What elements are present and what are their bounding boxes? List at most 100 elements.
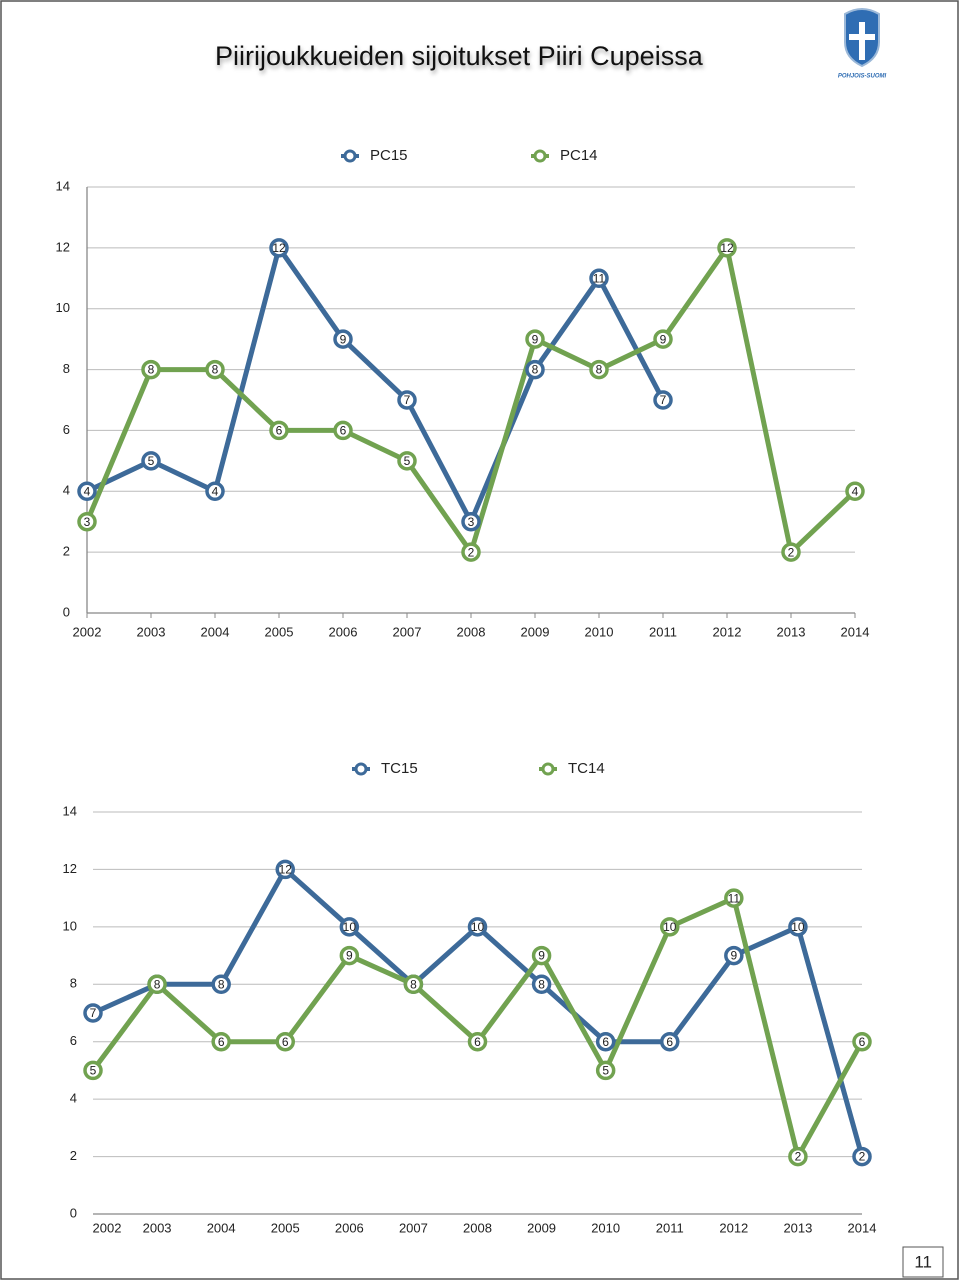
data-label: 2 (788, 545, 795, 559)
logo-cross (859, 22, 865, 60)
data-label: 12 (720, 241, 734, 255)
data-label: 9 (730, 949, 737, 963)
y-tick-label: 10 (63, 918, 77, 933)
logo: POHJOIS-SUOMI (838, 8, 887, 80)
legend-label: TC15 (381, 760, 418, 777)
x-tick-label: 2003 (143, 1220, 172, 1235)
y-tick-label: 4 (63, 483, 70, 498)
y-tick-label: 0 (63, 604, 70, 619)
data-label: 6 (282, 1035, 289, 1049)
point (211, 974, 231, 995)
y-tick-label: 0 (70, 1205, 77, 1220)
point (660, 1031, 680, 1052)
data-label: 3 (468, 515, 475, 529)
point (77, 481, 97, 502)
point (781, 542, 801, 562)
data-label: 6 (218, 1035, 225, 1049)
point (333, 420, 353, 441)
x-tick-label: 2005 (265, 624, 294, 639)
data-label: 10 (343, 920, 357, 934)
y-tick-label: 2 (63, 544, 70, 559)
point (595, 1060, 616, 1081)
y-tick-label: 12 (63, 861, 77, 876)
point (724, 888, 744, 908)
x-tick-label: 2002 (93, 1220, 122, 1235)
x-tick-label: 2010 (585, 624, 614, 639)
y-tick-label: 6 (70, 1033, 77, 1048)
point (467, 917, 488, 937)
data-label: 7 (660, 393, 667, 407)
logo-text: POHJOIS-SUOMI (838, 74, 887, 80)
point (461, 511, 481, 532)
data-label: 10 (663, 920, 677, 934)
data-label: 3 (84, 515, 91, 529)
legend-label: PC15 (370, 147, 408, 164)
point (589, 359, 609, 380)
data-label: 8 (538, 977, 545, 991)
point (461, 542, 481, 562)
data-label: 8 (596, 363, 603, 377)
page-number-box (902, 1246, 944, 1278)
data-label: 2 (795, 1150, 802, 1164)
x-tick-label: 2010 (591, 1220, 620, 1235)
point (467, 1031, 488, 1052)
point (525, 329, 545, 349)
data-label: 2 (468, 545, 475, 559)
data-label: 12 (272, 241, 286, 255)
x-tick-label: 2012 (719, 1220, 748, 1235)
point (788, 917, 808, 937)
point (83, 1060, 103, 1081)
y-tick-label: 14 (56, 178, 70, 193)
point (653, 390, 673, 410)
y-tick-label: 14 (63, 803, 77, 818)
point (205, 359, 225, 380)
data-label: 6 (666, 1035, 673, 1049)
data-label: 8 (532, 363, 539, 377)
legend-label: PC14 (560, 147, 598, 164)
x-tick-label: 2013 (777, 624, 806, 639)
y-tick-label: 2 (70, 1148, 77, 1163)
point (660, 917, 680, 937)
point (333, 329, 353, 349)
x-tick-label: 2006 (329, 624, 358, 639)
data-label: 5 (90, 1064, 97, 1078)
y-tick-label: 8 (63, 361, 70, 376)
point (211, 1031, 231, 1052)
data-label: 11 (593, 271, 606, 285)
legend-label: TC14 (568, 760, 605, 777)
x-tick-label: 2004 (201, 624, 230, 639)
point (339, 945, 360, 966)
data-label: 9 (660, 332, 667, 346)
x-tick-label: 2007 (399, 1220, 428, 1235)
point (77, 511, 97, 532)
data-label: 6 (276, 424, 283, 438)
y-tick-label: 10 (56, 300, 70, 315)
data-label: 8 (148, 363, 155, 377)
y-tick-label: 6 (63, 422, 70, 437)
data-label: 4 (212, 484, 219, 498)
legend-marker (354, 762, 368, 776)
point (83, 1003, 103, 1023)
point (141, 451, 161, 471)
point (788, 1146, 808, 1167)
x-tick-label: 2007 (393, 624, 422, 639)
x-tick-label: 2006 (335, 1220, 364, 1235)
data-label: 5 (404, 454, 411, 468)
data-label: 6 (474, 1035, 481, 1049)
data-label: 4 (84, 484, 91, 498)
point (595, 1031, 616, 1052)
x-tick-label: 2009 (521, 624, 550, 639)
point (269, 420, 289, 441)
point (397, 451, 417, 471)
data-label: 10 (791, 920, 805, 934)
point (724, 945, 744, 966)
point (205, 481, 225, 502)
point (852, 1146, 872, 1167)
slide-title: Piirijoukkueiden sijoitukset Piiri Cupei… (215, 41, 704, 71)
x-tick-label: 2014 (841, 624, 870, 639)
x-tick-label: 2013 (783, 1220, 812, 1235)
point (147, 974, 167, 995)
data-label: 9 (346, 949, 353, 963)
point (852, 1031, 872, 1052)
